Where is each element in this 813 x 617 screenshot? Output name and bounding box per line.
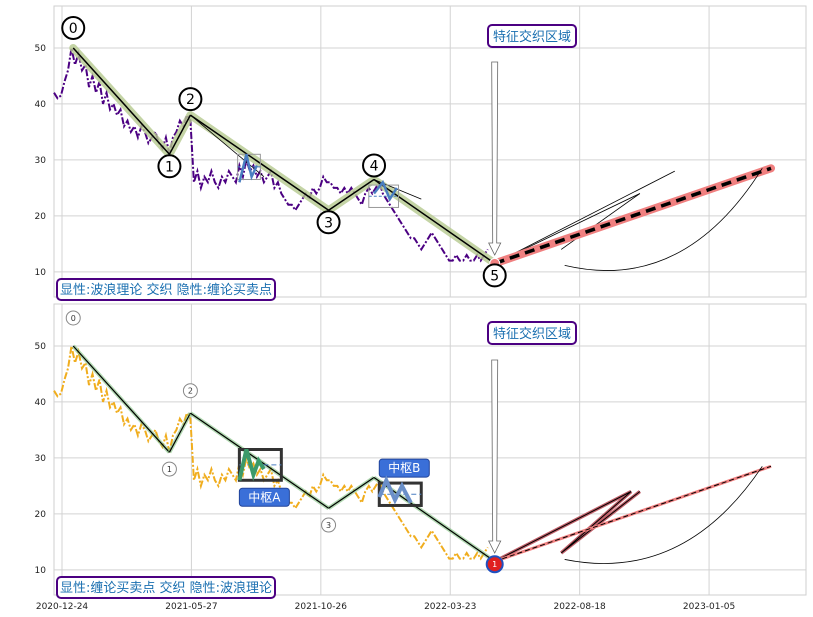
bottom-panel-frame — [53, 303, 807, 596]
zhongshu-label-box — [238, 487, 290, 507]
zhongshu-label-box — [378, 458, 430, 478]
x-tick-label: 2022-03-23 — [424, 602, 476, 612]
bottom-grid — [54, 304, 806, 595]
wave-label-text: 2 — [186, 92, 195, 108]
wave-label-circle — [65, 310, 81, 326]
bottom-annotation-box — [487, 321, 577, 345]
forecast-line — [494, 166, 772, 266]
y-tick-label: 40 — [35, 100, 47, 110]
x-tick-label: 2021-05-27 — [165, 602, 217, 612]
zhongshu-label: 中枢A — [248, 489, 281, 504]
y-tick-label: 30 — [35, 156, 47, 166]
bottom-annotation-text: 特征交织区域 — [493, 326, 571, 342]
annotation-arrow — [488, 359, 502, 554]
top-plot: 0 1 2 3 4 5 — [53, 15, 776, 288]
forecast-line — [494, 465, 772, 562]
projection-arc — [564, 168, 763, 271]
trend-line — [72, 47, 170, 155]
wave-label-circle — [321, 517, 337, 533]
x-tick-label: 2022-08-18 — [553, 602, 606, 612]
wave-label-text: 3 — [324, 215, 333, 231]
wave-label-circle — [61, 15, 86, 40]
zs-stroke — [237, 448, 266, 482]
top-annotation-text: 特征交织区域 — [493, 29, 571, 45]
y-tick-label: 50 — [35, 44, 47, 54]
trend-line — [189, 114, 330, 211]
trend-line — [168, 114, 192, 155]
wave-label-text: 1 — [165, 159, 174, 175]
wave-label-circle — [362, 153, 387, 178]
wave-label-text: 5 — [490, 268, 499, 284]
wave-label-circle — [161, 461, 177, 477]
trend-line — [168, 412, 191, 453]
x-tick-label: 2021-10-26 — [295, 602, 348, 612]
buy-point-label: 1 — [492, 560, 497, 569]
trend-line — [328, 178, 375, 211]
bottom-caption-text: 显性:缠论买卖点 交织 隐性:波浪理论 — [60, 580, 272, 596]
y-tick-label: 20 — [35, 510, 47, 520]
y-tick-label: 10 — [35, 566, 47, 576]
wave-label-text: 1 — [167, 465, 172, 474]
projection-arc — [564, 466, 763, 564]
y-tick-label: 40 — [35, 398, 47, 408]
top-caption-text: 显性:波浪理论 交织 隐性:缠论买卖点 — [60, 282, 272, 298]
fan-line — [190, 114, 265, 178]
top-panel-frame — [53, 5, 807, 298]
trend-line — [72, 345, 170, 453]
wave-label-circle — [157, 154, 182, 179]
wave-label-circle — [482, 263, 507, 288]
buy-point-marker — [485, 555, 504, 574]
wave-label-text: 0 — [69, 21, 78, 37]
zs-stroke — [377, 475, 413, 505]
wave-label-circle — [182, 383, 198, 399]
trend-line — [373, 477, 496, 562]
annotation-arrow — [488, 61, 502, 256]
y-tick-label: 30 — [35, 454, 47, 464]
top-annotation-box — [487, 24, 577, 48]
zhongshu-label: 中枢B — [388, 460, 420, 475]
trend-line — [328, 477, 375, 509]
bottom-plot: 中枢A 中枢B 1 0 1 2 3 — [53, 310, 772, 574]
up-zigzag — [494, 491, 641, 562]
x-tick-label: 2020-12-24 — [36, 602, 89, 612]
wave-label-text: 4 — [370, 158, 379, 174]
zs-stroke — [373, 179, 398, 202]
y-tick-label: 10 — [35, 268, 47, 278]
wave-label-text: 0 — [71, 314, 76, 323]
wave-label-text: 3 — [326, 521, 331, 530]
zs-stroke — [238, 153, 259, 183]
y-tick-label: 20 — [35, 212, 47, 222]
x-tick-label: 2023-01-05 — [683, 602, 735, 612]
bottom-caption-box — [56, 576, 276, 599]
wave-label-circle — [178, 87, 203, 112]
y-tick-label: 50 — [35, 342, 47, 352]
top-caption-box — [56, 278, 276, 301]
wave-label-circle — [316, 210, 341, 235]
wave-label-text: 2 — [188, 387, 193, 396]
fan-line — [494, 170, 675, 264]
